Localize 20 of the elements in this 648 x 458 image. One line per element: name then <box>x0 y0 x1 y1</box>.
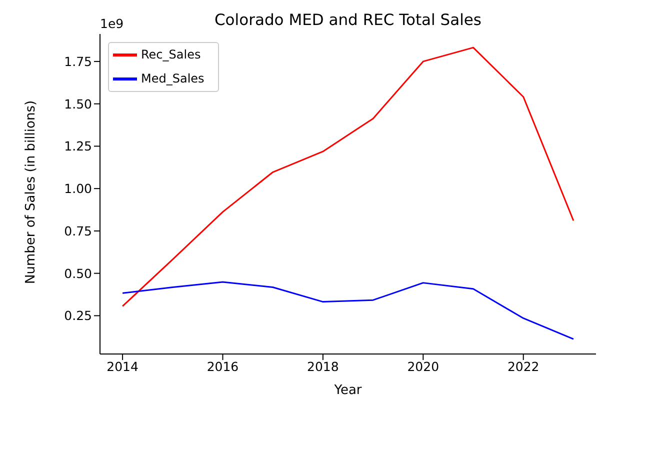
y-tick-label: 0.50 <box>64 266 92 281</box>
legend-label: Med_Sales <box>141 71 204 86</box>
y-tick-label: 0.75 <box>64 223 92 238</box>
y-tick-label: 0.25 <box>64 308 92 324</box>
legend-label: Rec_Sales <box>141 47 201 62</box>
x-tick-label: 2014 <box>106 358 138 374</box>
x-tick-label: 2018 <box>307 358 339 374</box>
line-series <box>122 46 574 307</box>
y-axis-title: Number of Sales (in billions) <box>24 100 39 284</box>
x-tick-label: 2016 <box>206 358 239 374</box>
text: 1e9 <box>100 16 124 31</box>
y-tick-label: 1.75 <box>64 54 92 69</box>
y-tick-label: 1.25 <box>64 138 92 154</box>
x-axis-title: Year <box>333 383 362 398</box>
chart-title: Colorado MED and REC Total Sales <box>214 11 482 29</box>
line-series <box>122 281 574 340</box>
y-tick-label: 1.00 <box>64 181 92 196</box>
x-tick-label: 2020 <box>407 358 440 374</box>
y-tick-label: 1.50 <box>64 96 92 112</box>
x-tick-label: 2022 <box>507 358 540 374</box>
